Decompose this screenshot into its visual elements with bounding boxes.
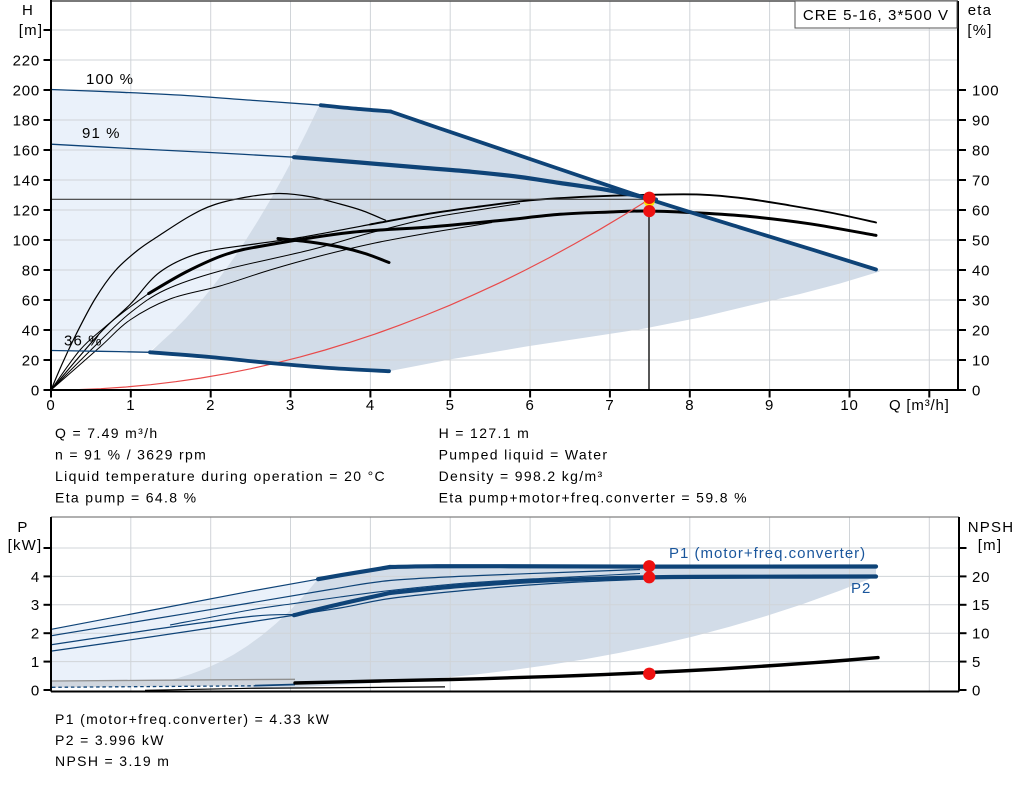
svg-text:70: 70	[972, 172, 990, 189]
svg-text:180: 180	[13, 112, 40, 129]
svg-text:Q = 7.49 m³/h: Q = 7.49 m³/h	[55, 425, 159, 441]
svg-text:P2 = 3.996 kW: P2 = 3.996 kW	[55, 732, 165, 748]
svg-text:1: 1	[126, 397, 135, 414]
svg-text:[%]: [%]	[967, 22, 992, 39]
svg-text:5: 5	[972, 654, 981, 671]
svg-text:NPSH = 3.19 m: NPSH = 3.19 m	[55, 753, 170, 769]
svg-text:80: 80	[972, 142, 990, 159]
svg-text:220: 220	[13, 52, 40, 69]
svg-text:40: 40	[22, 322, 40, 339]
svg-text:5: 5	[446, 397, 455, 414]
svg-text:10: 10	[972, 352, 990, 369]
svg-text:15: 15	[972, 597, 990, 614]
svg-text:0: 0	[31, 682, 40, 699]
svg-text:2: 2	[206, 397, 215, 414]
svg-text:4: 4	[366, 397, 375, 414]
svg-text:3: 3	[31, 597, 40, 614]
svg-text:[m]: [m]	[978, 537, 1002, 554]
svg-text:NPSH: NPSH	[968, 519, 1014, 536]
svg-text:P2: P2	[851, 580, 871, 597]
svg-text:9: 9	[765, 397, 774, 414]
svg-text:36 %: 36 %	[64, 333, 103, 350]
svg-text:100: 100	[13, 232, 40, 249]
svg-text:[m]: [m]	[19, 22, 43, 39]
svg-text:20: 20	[972, 322, 990, 339]
svg-text:100 %: 100 %	[86, 71, 134, 88]
svg-text:140: 140	[13, 172, 40, 189]
svg-text:20: 20	[22, 352, 40, 369]
svg-text:n = 91 % / 3629 rpm: n = 91 % / 3629 rpm	[55, 447, 207, 463]
svg-text:10: 10	[840, 397, 858, 414]
svg-text:eta: eta	[968, 2, 992, 19]
svg-text:0: 0	[972, 382, 981, 399]
svg-text:Pumped liquid = Water: Pumped liquid = Water	[439, 447, 609, 463]
svg-text:6: 6	[526, 397, 535, 414]
svg-text:P: P	[17, 519, 28, 536]
svg-text:Eta pump+motor+freq.converter: Eta pump+motor+freq.converter = 59.8 %	[439, 490, 748, 506]
svg-text:160: 160	[13, 142, 40, 159]
svg-text:P1 (motor+freq.converter) = 4.: P1 (motor+freq.converter) = 4.33 kW	[55, 711, 330, 727]
svg-text:30: 30	[972, 292, 990, 309]
svg-text:40: 40	[972, 262, 990, 279]
svg-text:0: 0	[972, 682, 981, 699]
svg-text:0: 0	[31, 382, 40, 399]
svg-text:100: 100	[972, 82, 999, 99]
svg-text:60: 60	[22, 292, 40, 309]
svg-text:80: 80	[22, 262, 40, 279]
svg-text:4: 4	[31, 569, 40, 586]
svg-text:Density = 998.2 kg/m³: Density = 998.2 kg/m³	[439, 468, 604, 484]
svg-text:120: 120	[13, 202, 40, 219]
svg-text:60: 60	[972, 202, 990, 219]
svg-text:3: 3	[286, 397, 295, 414]
svg-text:P1 (motor+freq.converter): P1 (motor+freq.converter)	[669, 545, 866, 562]
svg-text:Q [m³/h]: Q [m³/h]	[889, 397, 950, 414]
svg-text:2: 2	[31, 626, 40, 643]
svg-text:H = 127.1 m: H = 127.1 m	[439, 425, 531, 441]
svg-text:90: 90	[972, 112, 990, 129]
svg-text:Eta pump = 64.8 %: Eta pump = 64.8 %	[55, 490, 197, 506]
svg-text:H: H	[22, 2, 34, 19]
svg-text:50: 50	[972, 232, 990, 249]
svg-text:200: 200	[13, 82, 40, 99]
svg-text:8: 8	[685, 397, 694, 414]
svg-text:[kW]: [kW]	[8, 537, 43, 554]
svg-text:Liquid temperature during oper: Liquid temperature during operation = 20…	[55, 468, 386, 484]
svg-text:91 %: 91 %	[82, 125, 121, 142]
svg-text:10: 10	[972, 626, 990, 643]
svg-text:0: 0	[46, 397, 55, 414]
svg-text:CRE 5-16, 3*500 V: CRE 5-16, 3*500 V	[803, 7, 949, 24]
svg-text:7: 7	[605, 397, 614, 414]
svg-text:20: 20	[972, 569, 990, 586]
svg-text:1: 1	[31, 654, 40, 671]
